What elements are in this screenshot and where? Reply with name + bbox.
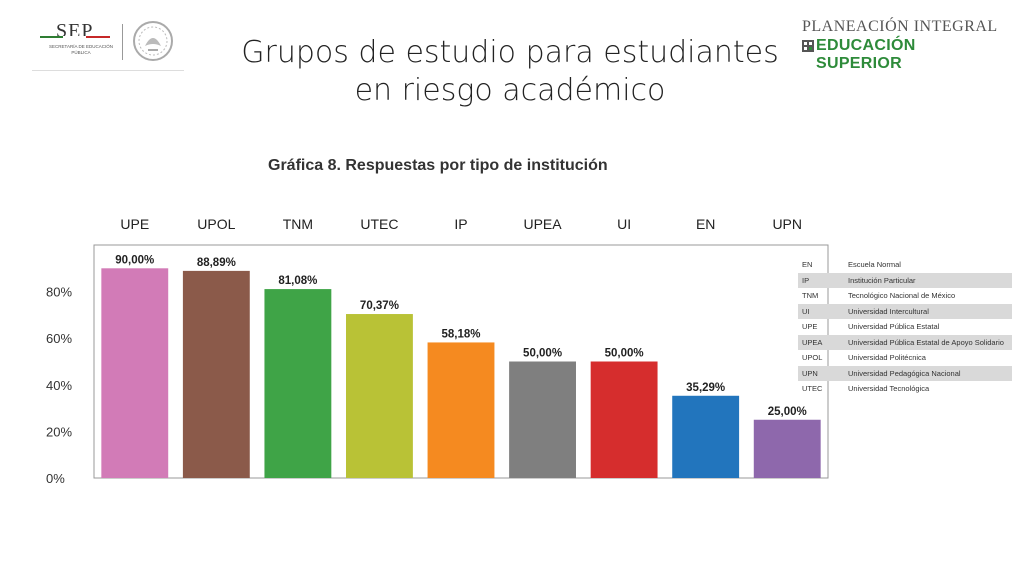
- data-label-utec: 70,37%: [360, 300, 399, 312]
- bar-tnm: [264, 289, 332, 478]
- data-label-upea: 50,00%: [523, 348, 562, 360]
- planeacion-integral-logo: PLANEACIÓN INTEGRAL EDUCACIÓN SUPERIOR: [800, 18, 1006, 72]
- sep-logo-text: SEP: [56, 20, 94, 42]
- legend-row: IP Institución Particular: [798, 272, 1012, 288]
- logo-mark-icon: [802, 40, 814, 52]
- y-tick-label: 0%: [46, 471, 65, 485]
- category-label-tnm: TNM: [283, 216, 313, 232]
- legend-row: UPN Universidad Pedagógica Nacional: [798, 365, 1012, 381]
- legend-code: UPN: [798, 365, 844, 381]
- data-label-ui: 50,00%: [605, 348, 644, 360]
- sep-color-bar: [40, 36, 110, 38]
- legend-code: UTEC: [802, 384, 823, 394]
- national-seal-icon: [133, 21, 173, 61]
- y-tick-label: 40%: [46, 378, 72, 393]
- bar-upol: [182, 270, 250, 478]
- legend-code: UI: [798, 303, 844, 319]
- legend-name: Universidad Politécnica: [848, 353, 926, 363]
- category-label-ip: IP: [454, 216, 467, 232]
- category-label-en: EN: [696, 216, 715, 232]
- category-label-upe: UPE: [120, 216, 149, 232]
- legend-row: UI Universidad Intercultural: [798, 303, 1012, 319]
- bar-upe: [101, 268, 169, 478]
- category-label-upol: UPOL: [197, 216, 235, 232]
- y-tick-label: 60%: [46, 331, 72, 346]
- category-label-upea: UPEA: [523, 216, 562, 232]
- bar-chart: 0% 20% 40% 60% 80% 90,00% UPE 88,89% UPOL 81,08% T…: [46, 216, 829, 485]
- sep-logo: SEP SECRETARÍA DE EDUCACIÓN PÚBLICA: [32, 18, 184, 71]
- legend-table: EN Escuela Normal IP Institución Particular…: [798, 257, 1012, 397]
- legend-name: Escuela Normal: [848, 260, 901, 270]
- slide-title-line-1: Grupos de estudio para estudiantes: [241, 35, 779, 70]
- category-label-utec: UTEC: [360, 216, 398, 232]
- category-label-upn: UPN: [772, 216, 802, 232]
- category-label-ui: UI: [617, 216, 631, 232]
- legend-name: Universidad Pedagógica Nacional: [844, 365, 1012, 381]
- legend-name: Universidad Intercultural: [844, 303, 1012, 319]
- bar-en: [672, 395, 740, 478]
- data-label-upol: 88,89%: [197, 257, 236, 269]
- sep-logo-divider: [122, 24, 123, 60]
- legend-row: EN Escuela Normal: [798, 257, 1012, 273]
- bar-ui: [590, 361, 658, 478]
- legend-name: Institución Particular: [844, 272, 1012, 288]
- chart-title: Gráfica 8. Respuestas por tipo de instit…: [268, 157, 608, 174]
- legend-name: Universidad Pública Estatal: [848, 322, 940, 332]
- data-label-en: 35,29%: [686, 382, 725, 394]
- legend-code: UPE: [802, 322, 818, 332]
- legend-code: TNM: [802, 291, 819, 301]
- legend-code: IP: [798, 272, 844, 288]
- legend-code: UPEA: [798, 334, 844, 350]
- legend-name: Universidad Tecnológica: [848, 384, 930, 394]
- logo-line-2: EDUCACIÓN SUPERIOR: [816, 37, 916, 72]
- data-label-upe: 90,00%: [115, 254, 154, 266]
- y-tick-label: 80%: [46, 285, 72, 300]
- data-label-tnm: 81,08%: [278, 275, 317, 287]
- bar-ip: [427, 342, 495, 478]
- sep-logo-subtitle: SECRETARÍA DE EDUCACIÓN PÚBLICA: [49, 44, 113, 55]
- legend-row: UPEA Universidad Pública Estatal de Apoyo…: [798, 334, 1012, 350]
- logo-line-1: PLANEACIÓN INTEGRAL: [802, 18, 998, 35]
- data-label-upn: 25,00%: [768, 406, 807, 418]
- data-label-ip: 58,18%: [441, 328, 480, 340]
- legend-row: UPOL Universidad Politécnica: [798, 350, 1012, 366]
- y-tick-label: 20%: [46, 424, 72, 439]
- legend-row: TNM Tecnológico Nacional de México: [798, 288, 1012, 304]
- bar-utec: [346, 314, 413, 478]
- legend-name: Universidad Pública Estatal de Apoyo Sol…: [844, 334, 1012, 350]
- bar-upea: [509, 361, 576, 478]
- legend-row: UTEC Universidad Tecnológica: [798, 381, 1012, 397]
- legend-code: EN: [802, 260, 813, 270]
- bar-upn: [753, 419, 821, 478]
- legend-code: UPOL: [802, 353, 823, 363]
- legend-name: Tecnológico Nacional de México: [848, 291, 956, 301]
- slide-title: Grupos de estudio para estudiantes en ri…: [220, 34, 800, 110]
- slide-title-line-2: en riesgo académico: [354, 73, 666, 108]
- legend-row: UPE Universidad Pública Estatal: [798, 319, 1012, 335]
